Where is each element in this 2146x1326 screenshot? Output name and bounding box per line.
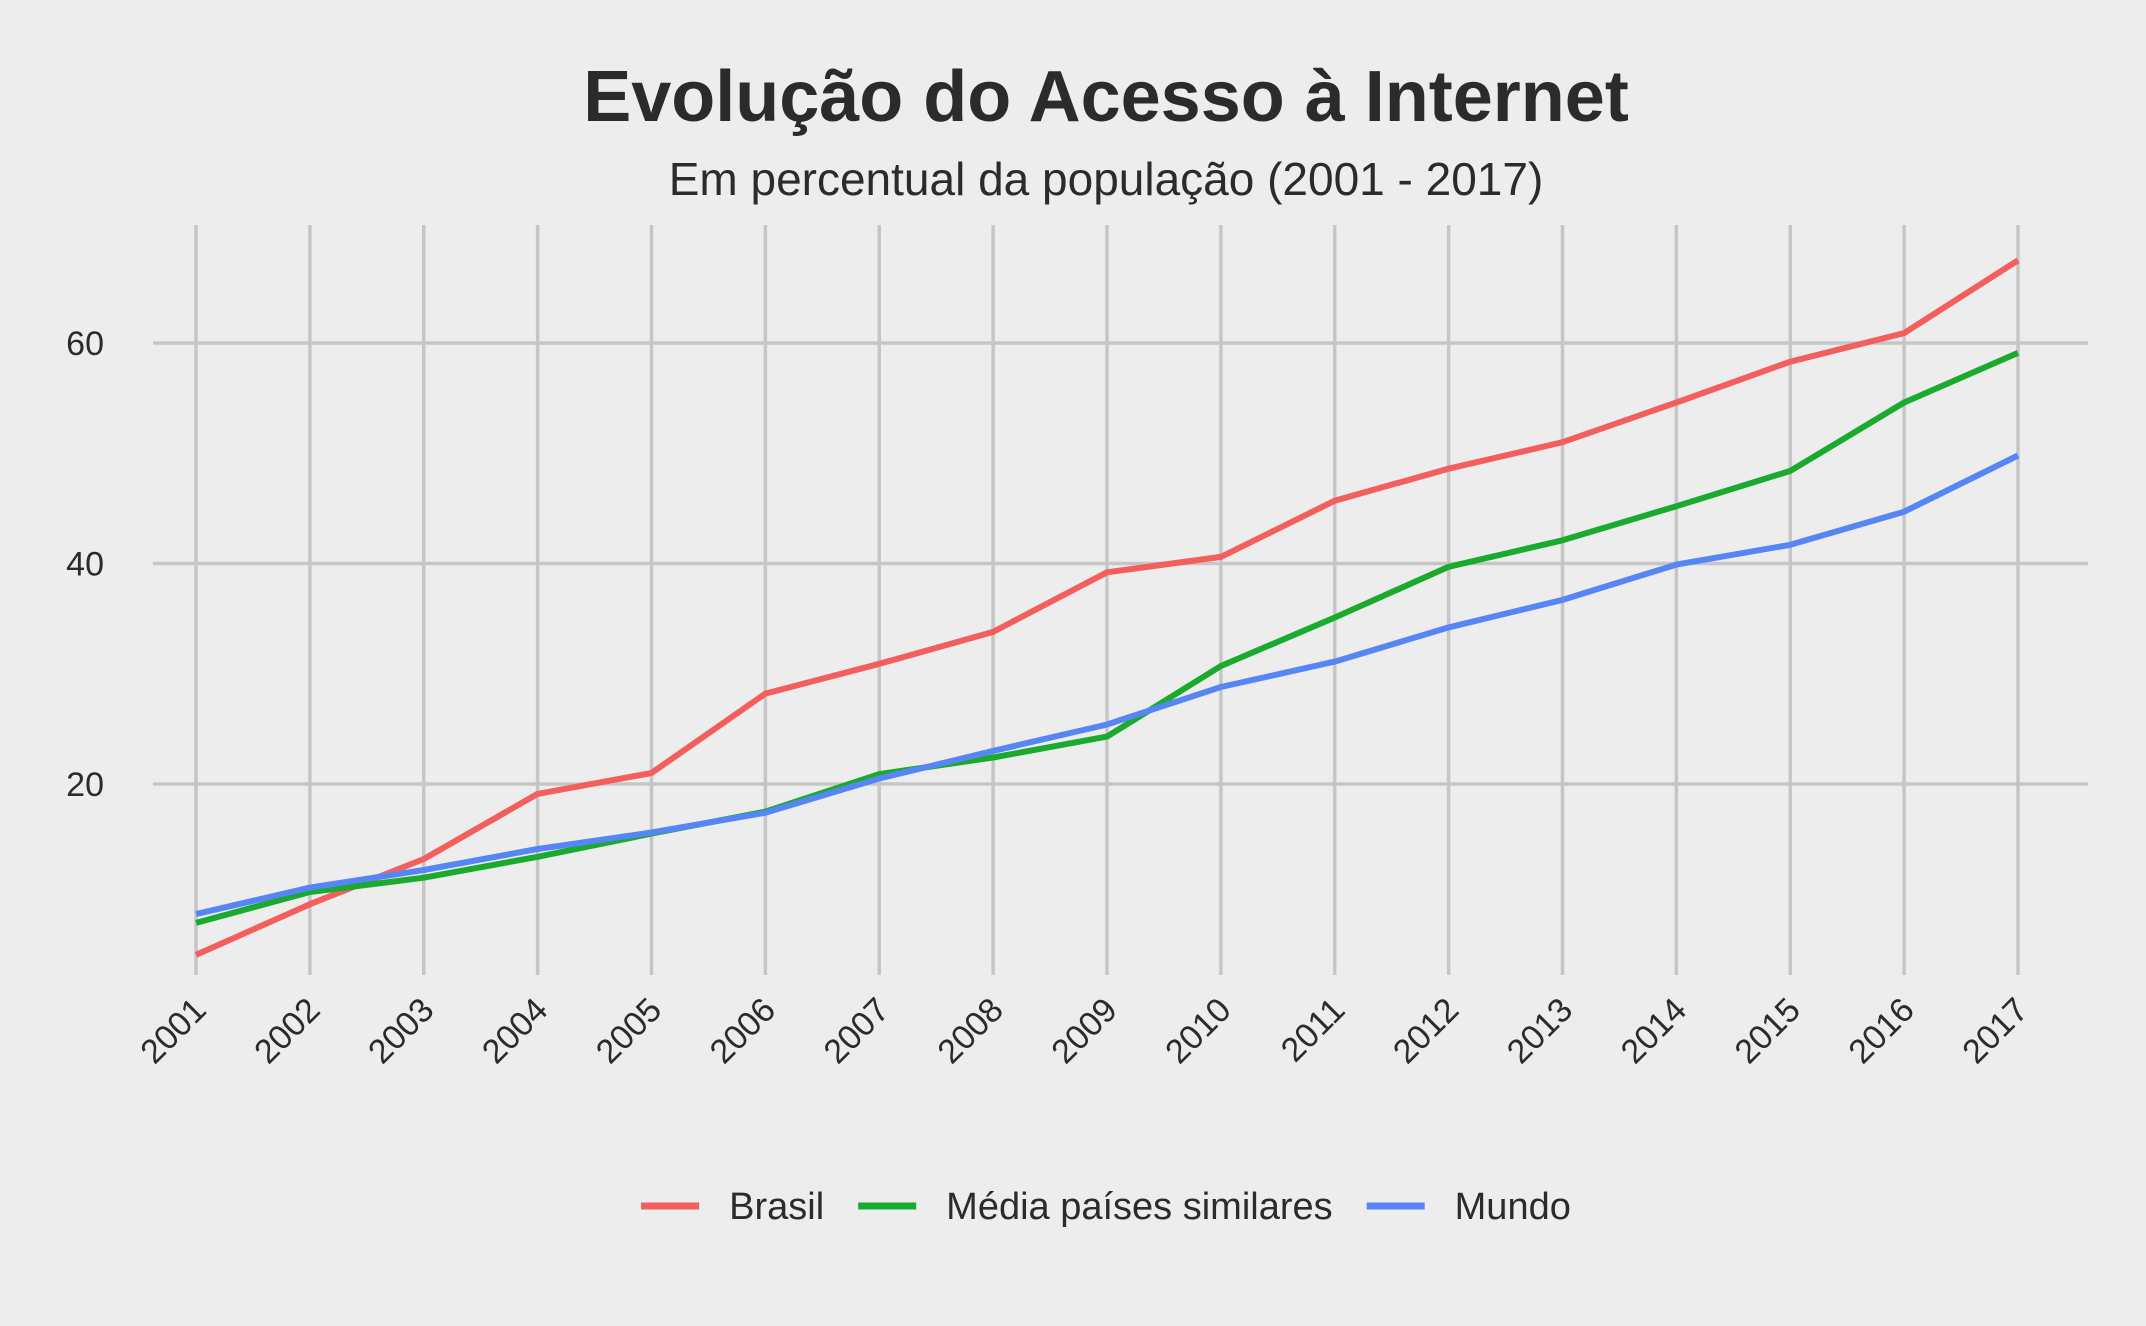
y-tick-label-40: 40 [66,546,104,584]
x-tick-label-2011: 2011 [1274,991,1353,1070]
y-tick-label-20: 20 [66,766,104,804]
legend-item-1: Brasil [641,1186,824,1228]
x-tick-label-2004: 2004 [475,991,555,1071]
x-tick-label-2008: 2008 [930,991,1010,1071]
legend-label-1: Brasil [729,1186,824,1228]
y-tick-label-60: 60 [66,325,104,363]
x-tick-label-2013: 2013 [1500,991,1580,1071]
x-tick-label-2006: 2006 [703,991,783,1071]
x-tick-label-2007: 2007 [817,991,897,1071]
x-tick-label-2016: 2016 [1841,991,1921,1071]
x-tick-label-2015: 2015 [1728,991,1808,1071]
legend-item-2: Média países similares [858,1186,1333,1228]
legend-label-2: Média países similares [946,1186,1332,1228]
chart-title: Evolução do Acesso à Internet [583,57,1629,137]
legend: Brasil Média países similares Mundo [641,1186,1571,1228]
x-tick-label-2003: 2003 [361,991,441,1071]
x-tick-label-2002: 2002 [247,991,327,1071]
legend-label-3: Mundo [1455,1186,1571,1228]
series-line-1 [194,257,2020,958]
series-layer [194,257,2020,958]
axis-layer: 2001 2002 2003 2004 2005 2006 2007 2008 2009 2010… [66,325,2035,1071]
x-tick-label-2012: 2012 [1386,991,1466,1071]
legend-item-3: Mundo [1366,1186,1571,1228]
x-tick-label-2001: 2001 [133,991,213,1071]
grid-layer [153,225,2088,975]
x-tick-label-2014: 2014 [1614,991,1694,1071]
x-tick-label-2010: 2010 [1158,991,1238,1071]
x-tick-label-2017: 2017 [1955,991,2035,1071]
x-tick-label-2005: 2005 [589,991,669,1071]
series-line-2 [195,350,2020,926]
x-tick-label-2009: 2009 [1044,991,1124,1071]
chart-subtitle: Em percentual da população (2001 - 2017) [669,153,1544,205]
series-line-3 [195,452,2020,918]
